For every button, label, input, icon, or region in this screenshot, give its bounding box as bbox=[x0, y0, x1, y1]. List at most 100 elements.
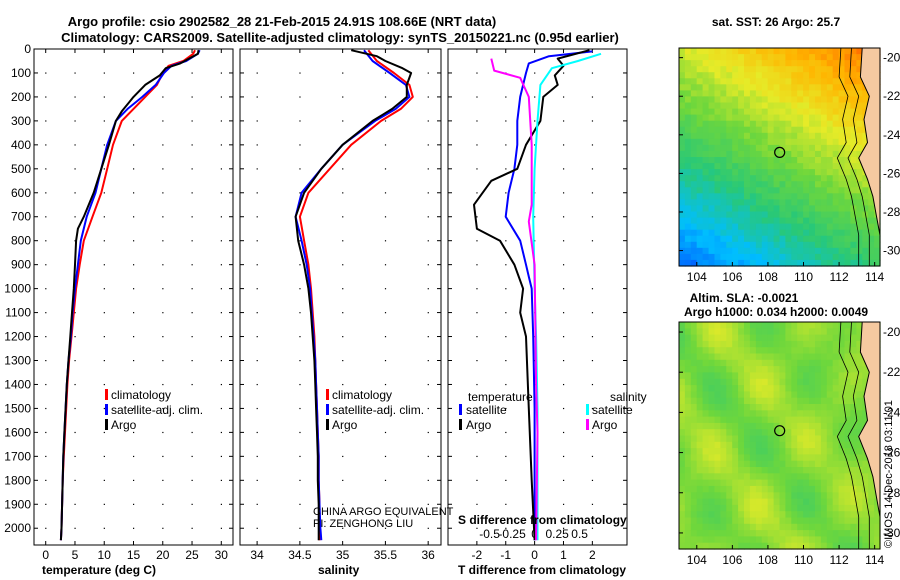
map-cell bbox=[797, 536, 804, 544]
map-cell bbox=[749, 235, 757, 243]
map-cell bbox=[850, 340, 857, 348]
map-cell bbox=[744, 530, 751, 537]
map-cell bbox=[850, 235, 857, 243]
map-cell bbox=[761, 66, 769, 73]
map-cell bbox=[767, 223, 775, 231]
grid-dot bbox=[191, 96, 193, 98]
map-cell bbox=[803, 54, 810, 61]
map-cell bbox=[856, 247, 863, 255]
grid-dot bbox=[74, 336, 76, 338]
map-cell bbox=[714, 530, 721, 537]
map-cell bbox=[767, 259, 775, 267]
map-cell bbox=[791, 353, 798, 361]
grid-dot bbox=[427, 359, 429, 362]
grid-dot bbox=[45, 264, 47, 266]
map-cell bbox=[803, 492, 810, 500]
map-cell bbox=[832, 187, 840, 194]
map-cell bbox=[779, 479, 786, 487]
map-cell bbox=[702, 416, 710, 424]
map-cell bbox=[850, 108, 857, 116]
map-cell bbox=[844, 542, 851, 550]
map-cell bbox=[803, 435, 810, 443]
top-tick-label: -0.25 bbox=[498, 527, 526, 541]
map-cell bbox=[702, 435, 710, 443]
map-cell bbox=[779, 66, 786, 73]
map-cell bbox=[856, 429, 863, 437]
map-cell bbox=[684, 435, 692, 443]
map-cell bbox=[820, 90, 828, 98]
map-cell bbox=[803, 504, 810, 512]
map-cell bbox=[714, 410, 721, 418]
map-cell bbox=[679, 48, 686, 55]
grid-dot bbox=[384, 192, 387, 194]
map-cell bbox=[744, 108, 751, 116]
map-cell bbox=[815, 229, 822, 237]
map-cell bbox=[690, 235, 698, 243]
map-cell bbox=[773, 96, 781, 104]
map-cell bbox=[779, 108, 786, 116]
map-cell bbox=[702, 523, 710, 531]
map-cell bbox=[738, 108, 745, 116]
map-cell bbox=[761, 441, 769, 449]
map-cell bbox=[732, 150, 739, 158]
grid-dot bbox=[74, 312, 76, 314]
map-cell bbox=[815, 429, 822, 437]
map-cell bbox=[809, 340, 816, 348]
map-cell bbox=[820, 217, 828, 225]
map-cell bbox=[714, 54, 721, 61]
grid-dot bbox=[256, 72, 258, 74]
map-cell bbox=[679, 347, 686, 355]
map-cell bbox=[826, 460, 834, 468]
map-cell bbox=[797, 454, 804, 462]
map-cell bbox=[862, 511, 869, 519]
map-cell bbox=[826, 429, 834, 437]
map-cell bbox=[785, 378, 792, 386]
map-cell bbox=[708, 422, 716, 430]
grid-dot bbox=[133, 216, 135, 218]
map-cell bbox=[809, 96, 816, 104]
map-cell bbox=[744, 96, 751, 104]
map-cell bbox=[856, 72, 863, 79]
map-cell bbox=[791, 504, 798, 512]
map-cell bbox=[738, 175, 745, 182]
map-cell bbox=[815, 84, 822, 91]
map-cell bbox=[809, 511, 816, 519]
map-cell bbox=[809, 404, 816, 411]
map-cell bbox=[708, 217, 716, 225]
map-cell bbox=[850, 479, 857, 487]
map-cell bbox=[815, 247, 822, 255]
map-cell bbox=[844, 259, 851, 267]
map-cell bbox=[868, 223, 875, 231]
map-cell bbox=[815, 410, 822, 418]
map-cell bbox=[732, 229, 739, 237]
grid-dot bbox=[591, 455, 594, 458]
map-cell bbox=[832, 473, 840, 481]
map-cell bbox=[779, 328, 786, 336]
map-cell bbox=[826, 84, 834, 91]
map-cell bbox=[838, 416, 846, 424]
map-cell bbox=[791, 48, 798, 55]
map-cell bbox=[809, 157, 816, 164]
map-cell bbox=[862, 498, 869, 506]
figure-title-line1: Argo profile: csio 2902582_28 21-Feb-201… bbox=[68, 14, 496, 29]
map-cell bbox=[696, 530, 704, 537]
map-cell bbox=[749, 217, 757, 225]
map-cell bbox=[732, 347, 739, 355]
map-cell bbox=[726, 322, 733, 329]
map-cell bbox=[779, 96, 786, 104]
map-cell bbox=[803, 334, 810, 342]
map-cell bbox=[732, 205, 739, 213]
map-cell bbox=[791, 523, 798, 531]
x-tick-label: -2 bbox=[472, 548, 483, 562]
map-cell bbox=[732, 54, 739, 61]
map-cell bbox=[856, 391, 863, 399]
x-tick-label: 25 bbox=[185, 548, 199, 562]
map-cell bbox=[844, 193, 851, 200]
map-cell bbox=[820, 150, 828, 158]
map-cell bbox=[773, 48, 781, 55]
map-cell bbox=[844, 72, 851, 79]
salinity-xlabel: salinity bbox=[318, 563, 360, 577]
map-cell bbox=[785, 460, 792, 468]
map-cell bbox=[738, 102, 745, 110]
map-cell bbox=[749, 479, 757, 487]
